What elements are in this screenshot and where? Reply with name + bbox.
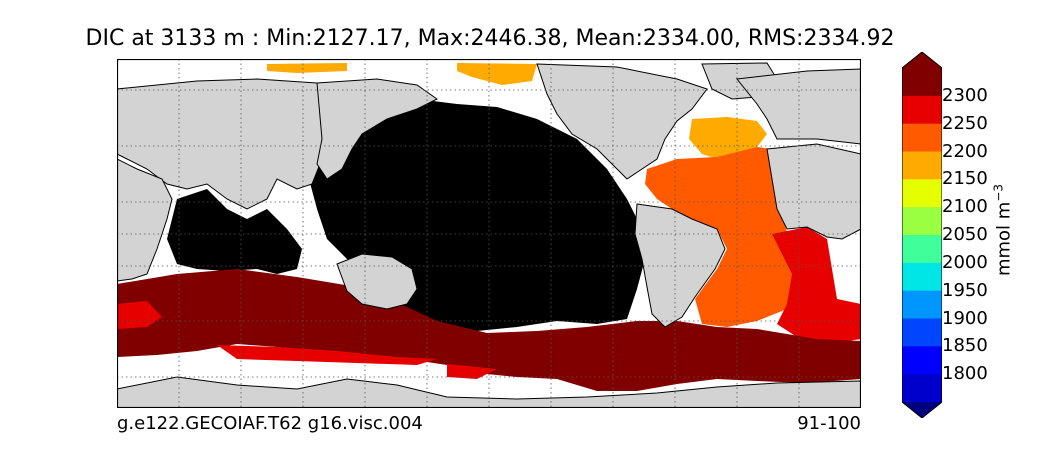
colorbar-tick-label: 2150 [942, 168, 988, 190]
colorbar-low-extension [902, 402, 942, 418]
dic-map [117, 59, 861, 408]
colorbar-segment [902, 95, 942, 125]
colorbar-tick-label: 1950 [942, 279, 988, 301]
indian-black-region [167, 189, 302, 274]
colorbar-unit-label: mmol m−3 [991, 183, 1015, 277]
colorbar-tick-label: 2000 [942, 251, 988, 273]
colorbar-segment [902, 318, 942, 347]
colorbar-tick-label: 2250 [942, 112, 988, 134]
colorbar-tick-label: 1800 [942, 363, 988, 385]
colorbar-segment [902, 151, 942, 180]
colorbar-tick-label: 1900 [942, 307, 988, 329]
colorbar-segment [902, 207, 942, 236]
colorbar-segment [902, 262, 942, 292]
land-masses [117, 62, 861, 408]
colorbar [902, 52, 942, 418]
colorbar-tick-label: 2050 [942, 224, 988, 245]
colorbar-segment [902, 346, 942, 375]
map-frame [117, 59, 861, 408]
southern-ocean-red-band [217, 345, 497, 379]
colorbar-tick-label: 2300 [942, 84, 988, 106]
colorbar-tick-label: 2200 [942, 140, 988, 162]
land-africa [766, 143, 861, 240]
colorbar-segment [902, 290, 942, 319]
colorbar-segment [902, 179, 942, 208]
atlantic-red-orange-region [645, 147, 807, 327]
arctic-orange-region [267, 63, 537, 85]
colorbar-tick-label: 1850 [942, 335, 988, 357]
land-europe-east [736, 68, 861, 145]
colorbar-segment [902, 68, 942, 97]
map-title: DIC at 3133 m : Min:2127.17, Max:2446.38… [85, 26, 895, 51]
land-asia-east [316, 78, 438, 180]
land-north-america [536, 63, 708, 180]
land-australia [336, 253, 418, 310]
colorbar-segment [902, 374, 942, 403]
southwest-indian-red-patch [117, 301, 162, 329]
colorbar-segment [902, 235, 942, 264]
land-antarctica [117, 376, 861, 408]
north-atlantic-orange-region [689, 117, 767, 159]
case-name: g.e122.GECOIAF.T62 g16.visc.004 [117, 413, 423, 434]
colorbar-high-extension [902, 52, 942, 68]
land-south-america [634, 203, 726, 328]
south-atlantic-red-region [772, 227, 861, 344]
colorbar-segment [902, 123, 942, 152]
year-range: 91-100 [797, 413, 861, 434]
colorbar-tick-label: 2100 [942, 196, 988, 218]
